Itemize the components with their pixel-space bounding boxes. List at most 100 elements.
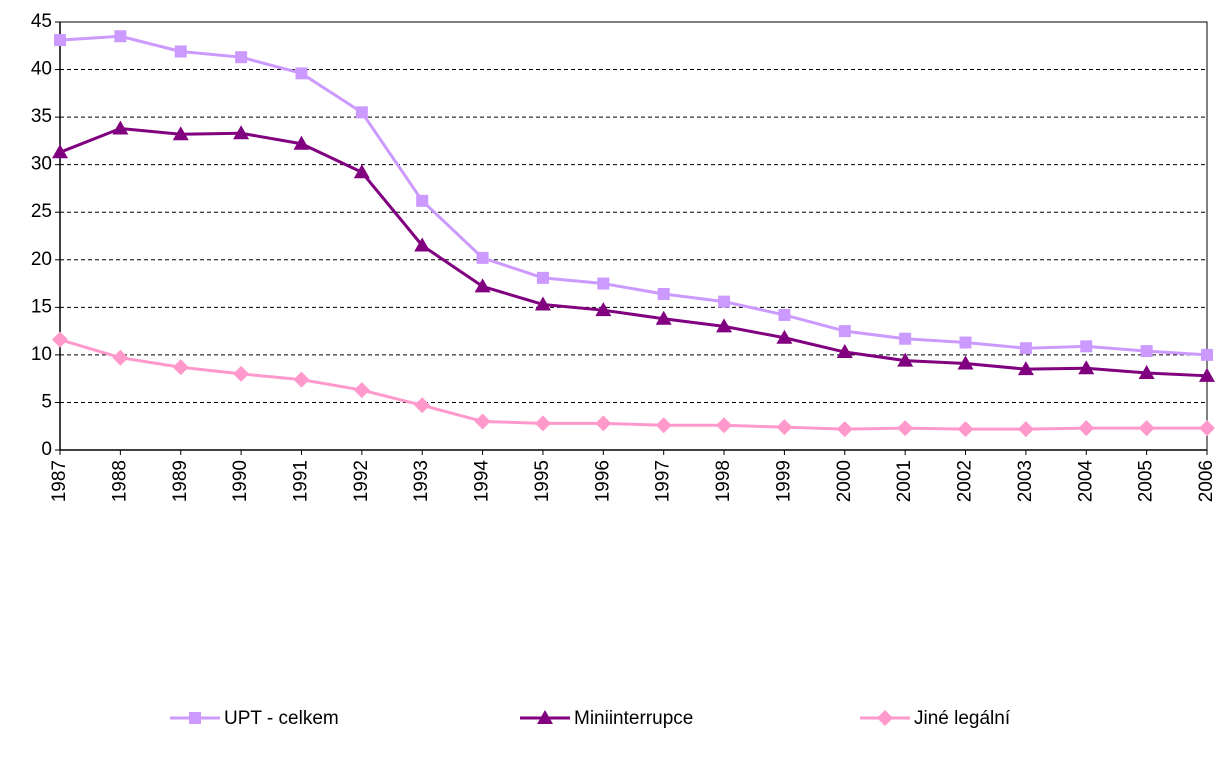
marker — [536, 271, 549, 284]
marker — [52, 331, 68, 348]
marker — [233, 365, 250, 382]
marker — [537, 710, 553, 724]
y-tick-label: 10 — [31, 344, 52, 365]
marker — [416, 194, 429, 207]
y-tick-label: 25 — [31, 201, 52, 222]
y-tick-label: 45 — [31, 11, 52, 32]
y-tick-label: 0 — [41, 439, 52, 460]
legend-item: Jiné legální — [860, 708, 1011, 729]
marker — [716, 318, 733, 333]
marker — [189, 712, 201, 724]
x-tick-label: 1988 — [109, 460, 130, 502]
marker — [476, 251, 489, 264]
y-tick-label: 15 — [31, 296, 52, 317]
marker — [1017, 421, 1034, 438]
x-tick-label: 2004 — [1075, 460, 1096, 503]
marker — [355, 106, 368, 119]
marker — [899, 332, 912, 345]
marker — [414, 237, 431, 252]
marker — [776, 419, 793, 436]
marker — [597, 277, 610, 290]
marker — [836, 344, 853, 359]
marker — [1199, 367, 1215, 382]
marker — [838, 325, 851, 338]
marker — [655, 310, 672, 325]
x-tick-label: 2005 — [1136, 460, 1157, 502]
marker — [534, 415, 551, 432]
marker — [776, 329, 793, 344]
y-tick-label: 40 — [31, 59, 52, 80]
marker — [112, 349, 129, 366]
x-tick-label: 1992 — [351, 460, 372, 502]
marker — [52, 144, 68, 159]
marker — [1080, 340, 1093, 353]
marker — [897, 420, 914, 437]
y-tick-label: 35 — [31, 106, 52, 127]
marker — [353, 164, 370, 179]
marker — [233, 125, 250, 140]
marker — [174, 45, 187, 58]
legend-item: Miniinterrupce — [520, 708, 693, 729]
x-tick-label: 1993 — [411, 460, 432, 502]
marker — [1138, 420, 1155, 437]
x-tick-label: 2006 — [1196, 460, 1217, 502]
legend-item: UPT - celkem — [170, 708, 339, 729]
marker — [957, 355, 974, 370]
legend-label: UPT - celkem — [224, 708, 339, 729]
x-tick-label: 1987 — [49, 460, 70, 502]
marker — [534, 296, 551, 311]
marker — [112, 120, 129, 135]
x-tick-label: 2002 — [955, 460, 976, 502]
x-tick-label: 1996 — [592, 460, 613, 502]
x-tick-label: 1994 — [472, 460, 493, 503]
marker — [1019, 342, 1032, 355]
x-tick-label: 1990 — [230, 460, 251, 502]
marker — [414, 397, 431, 414]
marker — [114, 30, 127, 43]
marker — [474, 278, 491, 293]
x-tick-label: 1997 — [653, 460, 674, 502]
marker — [595, 302, 612, 317]
marker — [295, 67, 308, 80]
marker — [1078, 360, 1095, 375]
series-line — [59, 338, 1207, 431]
x-tick-label: 2003 — [1015, 460, 1036, 502]
x-tick-label: 1989 — [170, 460, 191, 502]
marker — [172, 126, 189, 141]
x-tick-label: 2001 — [894, 460, 915, 502]
marker — [836, 421, 853, 438]
marker — [1138, 364, 1155, 379]
marker — [897, 352, 914, 367]
marker — [778, 308, 791, 321]
marker — [54, 34, 66, 47]
marker — [1199, 420, 1215, 437]
x-tick-label: 1998 — [713, 460, 734, 502]
marker — [957, 421, 974, 438]
y-tick-label: 5 — [41, 391, 52, 412]
y-tick-label: 20 — [31, 249, 52, 270]
marker — [595, 415, 612, 432]
marker — [172, 359, 189, 376]
x-tick-label: 1995 — [532, 460, 553, 502]
marker — [353, 382, 370, 399]
marker — [959, 336, 972, 349]
marker — [718, 295, 731, 308]
marker — [293, 371, 310, 388]
marker — [1201, 348, 1213, 361]
legend-label: Jiné legální — [914, 708, 1011, 729]
x-tick-label: 2000 — [834, 460, 855, 502]
x-tick-label: 1991 — [290, 460, 311, 502]
plot-frame — [59, 21, 1208, 451]
marker — [1078, 420, 1095, 437]
marker — [1140, 345, 1153, 358]
x-tick-label: 1999 — [773, 460, 794, 502]
legend-label: Miniinterrupce — [574, 708, 693, 729]
marker — [235, 51, 248, 64]
marker — [877, 710, 893, 726]
marker — [293, 135, 310, 150]
marker — [657, 288, 670, 301]
marker — [1017, 361, 1034, 376]
series-line — [59, 127, 1208, 378]
series-line — [59, 34, 1208, 357]
